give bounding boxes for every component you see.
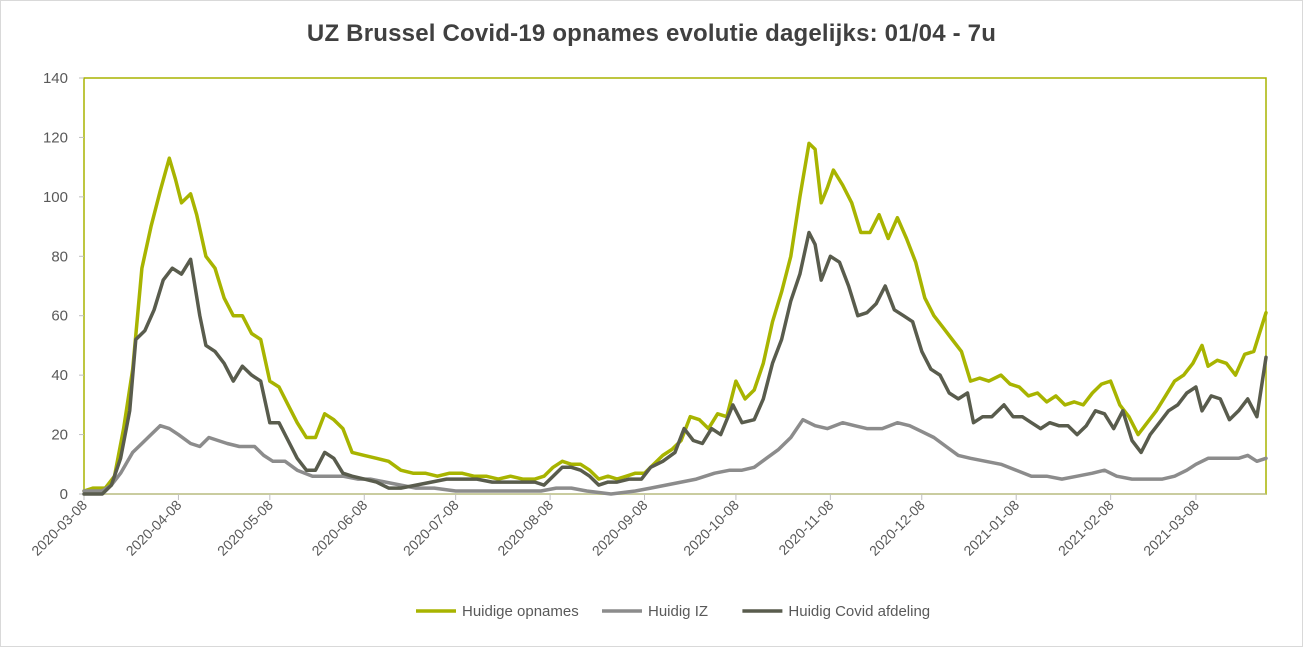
- y-tick-label: 100: [43, 189, 68, 206]
- legend-label-3: Huidig Covid afdeling: [788, 603, 930, 620]
- y-tick-label: 60: [51, 308, 68, 325]
- series-line-3: [82, 230, 1268, 496]
- x-tick-label: 2020-08-08: [494, 497, 556, 559]
- x-tick-label: 2020-10-08: [680, 497, 742, 559]
- x-tick-label: 2020-07-08: [400, 497, 462, 559]
- y-tick-label: 140: [43, 70, 68, 87]
- x-tick-label: 2021-03-08: [1140, 497, 1202, 559]
- x-tick-label: 2020-12-08: [866, 497, 928, 559]
- x-tick-label: 2020-06-08: [308, 497, 370, 559]
- x-tick-label: 2020-05-08: [214, 497, 276, 559]
- series-line-2: [82, 417, 1268, 496]
- x-tick-label: 2020-09-08: [589, 497, 651, 559]
- legend-label-1: Huidige opnames: [462, 603, 579, 620]
- y-tick-label: 40: [51, 367, 68, 384]
- x-tick-label: 2020-11-08: [775, 497, 836, 558]
- y-tick-label: 120: [43, 129, 68, 146]
- plot-area-border: [83, 77, 1267, 495]
- y-tick-label: 20: [51, 427, 68, 444]
- x-tick-label: 2020-03-08: [28, 497, 90, 559]
- x-tick-label: 2021-02-08: [1055, 497, 1117, 559]
- chart-title: UZ Brussel Covid-19 opnames evolutie dag…: [306, 20, 997, 47]
- y-tick-label: 0: [60, 486, 68, 503]
- y-tick-label: 80: [51, 248, 68, 265]
- x-tick-label: 2020-04-08: [123, 497, 185, 559]
- series-line-1: [82, 141, 1268, 493]
- legend-label-2: Huidig IZ: [648, 603, 708, 620]
- x-tick-label: 2021-01-08: [960, 497, 1022, 559]
